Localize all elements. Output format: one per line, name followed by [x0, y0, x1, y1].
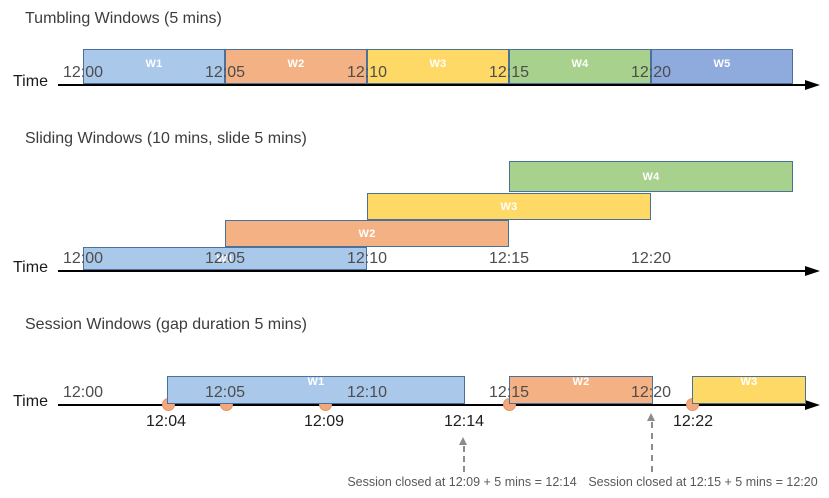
axis-time-label: 12:10	[346, 250, 388, 267]
window-label: W3	[740, 376, 758, 388]
axis-time-label: 12:10	[346, 384, 388, 401]
callout-arrow-line	[651, 422, 653, 472]
window-w2-session: W2	[509, 376, 653, 404]
window-label: W1	[145, 57, 163, 70]
window-w1-sliding: W1	[83, 247, 367, 270]
window-label: W2	[358, 227, 376, 240]
window-w2-tumbling: W2	[225, 49, 367, 84]
section-title-sliding: Sliding Windows (10 mins, slide 5 mins)	[25, 130, 307, 147]
time-axis-caption: Time	[13, 73, 48, 90]
timeline-arrowhead	[805, 79, 820, 90]
callout-text: Session closed at 12:15 + 5 mins = 12:20	[588, 475, 818, 489]
event-time-label: 12:22	[672, 413, 714, 430]
window-w1-tumbling: W1	[83, 49, 225, 84]
axis-time-label: 12:00	[62, 384, 104, 401]
event-time-label: 12:14	[443, 413, 485, 430]
window-label: W2	[572, 376, 590, 388]
window-label: W3	[500, 200, 518, 213]
section-title-tumbling: Tumbling Windows (5 mins)	[25, 10, 222, 27]
timeline-arrowhead	[805, 265, 820, 276]
window-w2-sliding: W2	[225, 220, 509, 247]
window-label: W5	[713, 57, 731, 70]
window-w5-tumbling: W5	[651, 49, 793, 84]
axis-time-label: 12:00	[62, 250, 104, 267]
callout-arrow-line	[463, 446, 465, 472]
callout-arrowhead-up	[459, 437, 467, 445]
axis-time-label: 12:15	[488, 384, 530, 401]
callout-text: Session closed at 12:09 + 5 mins = 12:14	[347, 475, 577, 489]
axis-time-label: 12:20	[630, 384, 672, 401]
timeline-arrowhead	[805, 399, 820, 410]
axis-time-label: 12:15	[488, 250, 530, 267]
window-label: W1	[216, 252, 234, 265]
axis-time-label: 12:20	[630, 250, 672, 267]
window-w1-session: W1	[167, 376, 465, 404]
window-label: W4	[642, 170, 660, 183]
section-title-session: Session Windows (gap duration 5 mins)	[25, 316, 307, 333]
axis-time-label: 12:10	[346, 64, 388, 81]
window-label: W4	[571, 57, 589, 70]
axis-time-label: 12:00	[62, 64, 104, 81]
window-label: W1	[307, 376, 325, 388]
time-axis-caption: Time	[13, 393, 48, 410]
event-time-label: 12:04	[145, 413, 187, 430]
axis-time-label: 12:05	[204, 250, 246, 267]
window-label: W3	[429, 57, 447, 70]
callout-arrowhead-up	[647, 413, 655, 421]
window-w4-sliding: W4	[509, 161, 793, 192]
axis-time-label: 12:05	[204, 384, 246, 401]
window-label: W2	[287, 57, 305, 70]
time-axis-caption: Time	[13, 259, 48, 276]
timeline	[58, 404, 806, 406]
window-w3-tumbling: W3	[367, 49, 509, 84]
axis-time-label: 12:15	[488, 64, 530, 81]
timeline	[58, 84, 806, 86]
window-w3-session: W3	[692, 376, 806, 404]
window-w4-tumbling: W4	[509, 49, 651, 84]
event-time-label: 12:09	[303, 413, 345, 430]
window-w3-sliding: W3	[367, 193, 651, 220]
axis-time-label: 12:05	[204, 64, 246, 81]
axis-time-label: 12:20	[630, 64, 672, 81]
timeline	[58, 270, 806, 272]
